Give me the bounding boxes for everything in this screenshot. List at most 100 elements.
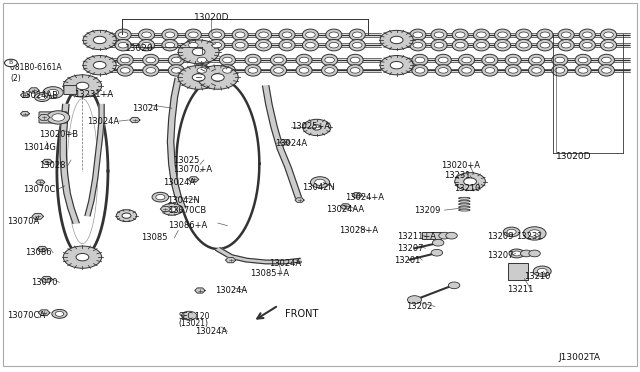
Circle shape bbox=[300, 57, 309, 63]
Ellipse shape bbox=[474, 39, 490, 51]
Ellipse shape bbox=[209, 29, 225, 41]
Polygon shape bbox=[225, 257, 236, 263]
Circle shape bbox=[529, 250, 540, 257]
Circle shape bbox=[508, 57, 518, 63]
Circle shape bbox=[52, 310, 67, 318]
Ellipse shape bbox=[579, 29, 595, 41]
Ellipse shape bbox=[326, 39, 342, 51]
Ellipse shape bbox=[482, 54, 498, 66]
Polygon shape bbox=[85, 105, 104, 216]
Ellipse shape bbox=[575, 54, 591, 66]
Text: 13211+A: 13211+A bbox=[397, 231, 436, 241]
Circle shape bbox=[456, 32, 465, 38]
Circle shape bbox=[513, 251, 521, 256]
Circle shape bbox=[197, 68, 207, 73]
Ellipse shape bbox=[505, 65, 521, 76]
Ellipse shape bbox=[431, 29, 447, 41]
Text: 13231+A: 13231+A bbox=[74, 90, 113, 99]
Polygon shape bbox=[29, 88, 39, 93]
Circle shape bbox=[561, 42, 571, 48]
Circle shape bbox=[141, 42, 151, 48]
Circle shape bbox=[324, 68, 334, 73]
Circle shape bbox=[4, 59, 17, 67]
Ellipse shape bbox=[349, 29, 365, 41]
Circle shape bbox=[248, 57, 258, 63]
Ellipse shape bbox=[138, 29, 154, 41]
Circle shape bbox=[118, 42, 128, 48]
Circle shape bbox=[408, 296, 422, 304]
Circle shape bbox=[519, 32, 529, 38]
Circle shape bbox=[259, 42, 268, 48]
Text: 13070C: 13070C bbox=[23, 185, 56, 194]
Ellipse shape bbox=[537, 39, 553, 51]
Text: 13042N: 13042N bbox=[302, 183, 335, 192]
Circle shape bbox=[485, 68, 495, 73]
Text: 13024A: 13024A bbox=[164, 178, 196, 187]
Text: 13024AB: 13024AB bbox=[20, 91, 58, 100]
Circle shape bbox=[93, 61, 106, 69]
Circle shape bbox=[52, 114, 65, 121]
Text: 13086: 13086 bbox=[25, 248, 52, 257]
Circle shape bbox=[165, 32, 175, 38]
Text: SEC.120: SEC.120 bbox=[178, 312, 210, 321]
Polygon shape bbox=[188, 177, 198, 182]
Ellipse shape bbox=[115, 39, 131, 51]
Circle shape bbox=[380, 55, 413, 75]
Polygon shape bbox=[352, 193, 362, 198]
Circle shape bbox=[523, 227, 546, 240]
Circle shape bbox=[172, 57, 181, 63]
Circle shape bbox=[192, 74, 205, 81]
Circle shape bbox=[604, 32, 613, 38]
Ellipse shape bbox=[552, 54, 568, 66]
Polygon shape bbox=[340, 204, 351, 209]
Circle shape bbox=[248, 68, 258, 73]
Ellipse shape bbox=[482, 65, 498, 76]
Circle shape bbox=[462, 57, 471, 63]
Circle shape bbox=[498, 42, 508, 48]
Ellipse shape bbox=[321, 54, 338, 66]
Polygon shape bbox=[60, 105, 79, 224]
Text: 13201: 13201 bbox=[394, 256, 420, 264]
Text: 13024+A: 13024+A bbox=[346, 193, 385, 202]
Circle shape bbox=[390, 61, 403, 69]
Text: 13210: 13210 bbox=[524, 272, 551, 281]
Ellipse shape bbox=[220, 65, 236, 76]
Ellipse shape bbox=[412, 65, 428, 76]
Text: 13024AA: 13024AA bbox=[326, 205, 365, 214]
Ellipse shape bbox=[452, 39, 468, 51]
Polygon shape bbox=[20, 93, 29, 97]
Circle shape bbox=[197, 65, 238, 89]
Circle shape bbox=[192, 48, 205, 55]
Circle shape bbox=[63, 246, 102, 268]
Polygon shape bbox=[36, 180, 45, 185]
Circle shape bbox=[181, 311, 196, 320]
Circle shape bbox=[282, 42, 292, 48]
Text: 13024A: 13024A bbox=[275, 139, 307, 148]
Ellipse shape bbox=[117, 65, 133, 76]
Circle shape bbox=[236, 32, 245, 38]
Circle shape bbox=[152, 192, 169, 202]
Circle shape bbox=[168, 207, 176, 212]
Ellipse shape bbox=[321, 65, 338, 76]
Circle shape bbox=[63, 75, 102, 97]
Text: 13024A: 13024A bbox=[87, 117, 119, 126]
Circle shape bbox=[43, 87, 63, 99]
Circle shape bbox=[312, 125, 321, 130]
Ellipse shape bbox=[412, 54, 428, 66]
Circle shape bbox=[55, 311, 63, 316]
Circle shape bbox=[415, 68, 425, 73]
Text: 13202: 13202 bbox=[406, 302, 433, 311]
Circle shape bbox=[300, 68, 309, 73]
Text: (2): (2) bbox=[10, 74, 21, 83]
Circle shape bbox=[165, 42, 175, 48]
Circle shape bbox=[528, 230, 541, 237]
Text: 13070A: 13070A bbox=[7, 217, 39, 226]
Text: ¹081B0-6161A: ¹081B0-6161A bbox=[7, 63, 61, 72]
Circle shape bbox=[602, 68, 611, 73]
Polygon shape bbox=[42, 159, 52, 164]
Text: 13025+A: 13025+A bbox=[291, 122, 330, 131]
Circle shape bbox=[353, 32, 362, 38]
Ellipse shape bbox=[194, 54, 210, 66]
Text: 13211: 13211 bbox=[507, 285, 534, 294]
Text: B: B bbox=[9, 61, 13, 65]
